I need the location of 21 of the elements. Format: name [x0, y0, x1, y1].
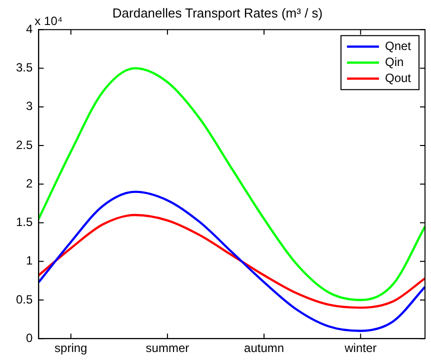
y-tick-label: 4	[26, 22, 33, 36]
y-tick-label: 1.5	[16, 215, 33, 230]
y-tick-label: 3.5	[16, 60, 33, 75]
x-tick-label: spring	[54, 341, 88, 356]
y-tick-label: 0	[26, 330, 33, 345]
x-tick-label: winter	[344, 341, 377, 356]
legend-label: Qin	[384, 54, 404, 69]
line-series	[38, 67, 426, 302]
x-tick-label: autumn	[244, 341, 284, 356]
chart-title: Dardanelles Transport Rates (m³ / s)	[112, 5, 323, 20]
line-series	[38, 214, 426, 309]
y-tick-label: 0.5	[16, 292, 33, 306]
y-tick-label: 2.5	[16, 138, 33, 152]
y-tick-label: 3	[26, 99, 33, 114]
legend-label: Qnet	[384, 38, 412, 53]
y-tick-label: 1	[26, 254, 33, 268]
text: x 10⁴	[34, 14, 63, 28]
x-tick-label: summer	[146, 341, 190, 356]
line-series	[38, 190, 426, 332]
y-tick-label: 2	[26, 176, 33, 190]
legend-label: Qout	[384, 70, 412, 85]
